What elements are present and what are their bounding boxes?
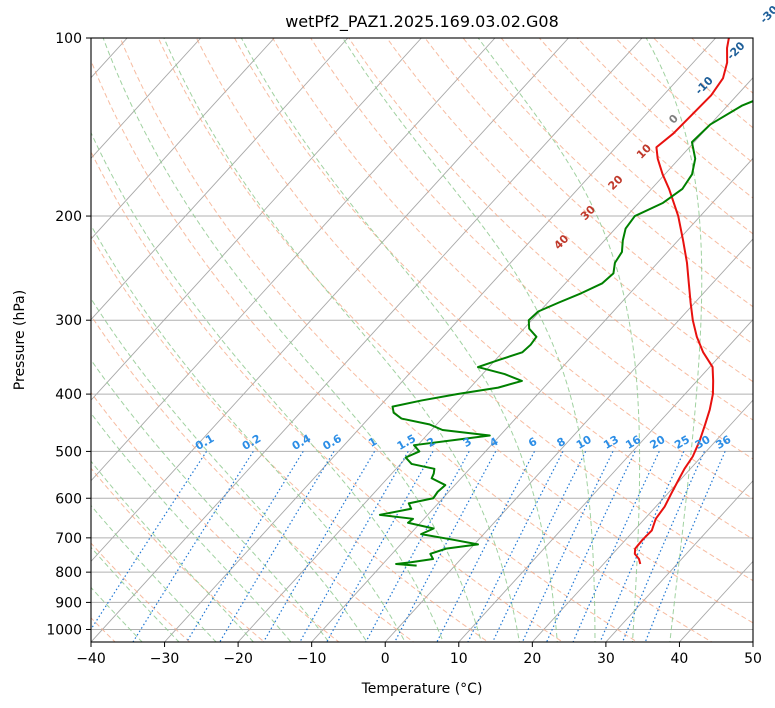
dry-adiabat-label: -30 [757,3,775,26]
dry-adiabat-line [157,38,753,624]
x-tick-label: −20 [223,651,253,667]
dry-adiabat-line [91,150,564,642]
mixing-ratio-line [467,451,564,642]
dry-adiabat-line [500,38,753,271]
dry-adiabat-line [195,38,753,582]
mixing-ratio-line [521,451,614,642]
y-tick-label: 500 [55,444,82,460]
dry-adiabat-line [348,38,753,421]
mixing-ratio-line [621,451,705,642]
mixing-ratio-line [644,451,726,642]
isotherm-line [91,38,496,482]
dry-adiabat-line [91,467,266,642]
isotherm-line [91,38,643,642]
dry-adiabat-line [91,59,639,642]
moist-adiabat-line [91,412,292,642]
y-tick-label: 400 [55,387,82,403]
isotherm-line [384,238,753,642]
dry-adiabat-line [424,38,753,345]
isotherm-line [91,38,202,159]
isotherm-line [164,38,716,642]
temperature-line [633,38,730,565]
dry-adiabat-line [119,38,713,642]
isotherm-line [605,480,753,642]
y-tick-label: 300 [55,313,82,329]
isotherm-line [237,77,753,642]
moist-adiabat-line [477,38,641,642]
y-tick-label: 200 [55,209,82,225]
moist-adiabat-line [91,504,217,642]
mixing-ratio-line [132,451,254,642]
y-tick-label: 900 [55,595,82,611]
isotherm-line [311,157,753,642]
x-tick-label: 0 [381,651,390,667]
dry-adiabat-line [614,38,753,164]
moist-adiabat-line [91,586,143,642]
x-axis-label: Temperature (°C) [361,681,483,697]
y-tick-label: 600 [55,491,82,507]
isotherm-line [752,641,753,642]
moist-adiabat-line [91,131,444,642]
mixing-ratio-line [365,451,470,642]
mixing-ratio-line [492,451,587,642]
mixing-ratio-line [91,451,208,631]
mixing-ratio-line [219,451,335,642]
isotherm-line [532,399,753,642]
moist-adiabat-line [91,546,180,642]
x-tick-label: −30 [150,651,180,667]
mixing-ratio-line [262,451,376,642]
isotherm-line [91,38,275,240]
mixing-ratio-line [572,451,660,642]
x-tick-label: −10 [297,651,327,667]
y-tick-label: 100 [55,31,82,47]
mixing-ratio-line [326,451,434,642]
dry-adiabat-line [91,314,415,642]
dry-adiabat-line [272,38,753,500]
moist-adiabat-line [163,38,520,642]
isotherm-line [91,38,569,563]
moist-adiabat-line [342,38,596,642]
moist-adiabat-line [645,38,703,642]
dewpoint-line [378,100,753,567]
moist-adiabat-line [91,297,368,642]
data-layer [378,38,753,567]
x-tick-label: 40 [671,651,689,667]
mixing-ratio-line [299,451,409,642]
moist-adiabat-line [91,460,255,642]
mixing-ratio-line [599,451,685,642]
moist-adiabat-line [91,224,406,642]
plot-background [91,38,753,642]
x-tick-label: 10 [450,651,468,667]
dry-adiabat-line [386,38,753,383]
y-tick-label: 1000 [46,622,82,638]
isotherm-line [458,318,753,642]
plot-frame [90,37,754,643]
x-tick-label: −40 [76,651,106,667]
y-tick-label: 700 [55,531,82,547]
grid-layer [91,38,753,642]
isotherm-line [91,38,422,401]
tick-layer: −40 −30 −20 −10 0 10 20 30 40 50 100 200 300 400 500 60… [46,31,762,667]
moist-adiabat-line [240,38,558,642]
x-tick-label: 50 [744,651,762,667]
chart-title: wetPf2_PAZ1.2025.169.03.02.G08 [285,12,559,32]
y-tick-label: 800 [55,565,82,581]
dry-adiabat-line [576,38,753,199]
x-tick-label: 20 [523,651,541,667]
mixing-ratio-line [545,451,636,642]
y-axis-label: Pressure (hPa) [12,290,28,390]
isotherm-line [91,38,349,321]
x-tick-label: 30 [597,651,615,667]
dry-adiabat-line [310,38,753,460]
moist-adiabat-line [102,38,482,642]
dry-adiabat-line [91,391,340,642]
